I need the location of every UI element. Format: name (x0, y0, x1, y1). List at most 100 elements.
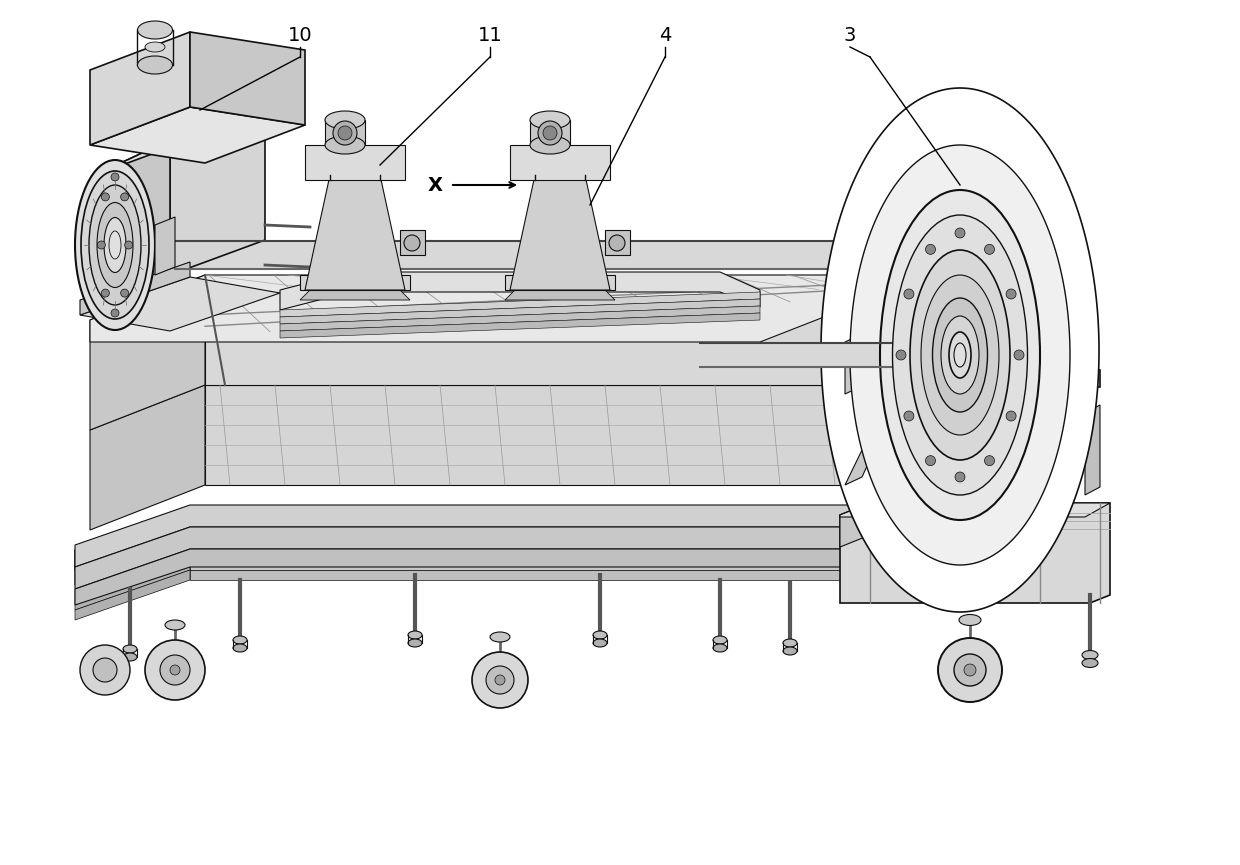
Ellipse shape (138, 21, 172, 39)
Polygon shape (74, 570, 190, 620)
Polygon shape (861, 325, 880, 387)
Polygon shape (81, 262, 190, 315)
Circle shape (1006, 411, 1016, 421)
Text: 3: 3 (843, 26, 856, 45)
Polygon shape (305, 145, 405, 180)
Polygon shape (170, 105, 265, 275)
Circle shape (98, 241, 105, 249)
Ellipse shape (529, 136, 570, 154)
Polygon shape (401, 230, 425, 255)
Circle shape (543, 126, 557, 140)
Text: 11: 11 (477, 26, 502, 45)
Ellipse shape (593, 631, 608, 639)
Ellipse shape (932, 298, 987, 412)
Polygon shape (701, 343, 930, 367)
Ellipse shape (104, 217, 126, 272)
Circle shape (102, 289, 109, 297)
Ellipse shape (910, 250, 1011, 460)
Polygon shape (510, 175, 610, 290)
Circle shape (538, 121, 562, 145)
Polygon shape (95, 105, 265, 175)
Ellipse shape (893, 215, 1028, 495)
Polygon shape (81, 277, 280, 331)
Ellipse shape (713, 644, 727, 652)
Polygon shape (91, 275, 875, 342)
Circle shape (125, 241, 133, 249)
Polygon shape (844, 405, 895, 485)
Polygon shape (529, 120, 570, 145)
Ellipse shape (123, 653, 136, 661)
Circle shape (495, 675, 505, 685)
Circle shape (170, 665, 180, 675)
Ellipse shape (97, 202, 133, 287)
Ellipse shape (81, 171, 149, 319)
Polygon shape (91, 32, 190, 145)
Ellipse shape (1083, 658, 1097, 668)
Polygon shape (74, 527, 875, 589)
Ellipse shape (408, 631, 422, 639)
Ellipse shape (782, 639, 797, 647)
Circle shape (145, 640, 205, 700)
Polygon shape (844, 377, 870, 485)
Polygon shape (839, 503, 1110, 517)
Polygon shape (74, 560, 190, 610)
Text: X: X (428, 176, 443, 195)
Ellipse shape (959, 614, 981, 625)
Circle shape (955, 228, 965, 238)
Ellipse shape (949, 332, 971, 378)
Polygon shape (505, 290, 615, 300)
Polygon shape (190, 560, 856, 570)
Polygon shape (839, 503, 870, 547)
Ellipse shape (782, 647, 797, 655)
Ellipse shape (490, 632, 510, 642)
Ellipse shape (325, 111, 365, 129)
Circle shape (472, 652, 528, 708)
Polygon shape (74, 550, 190, 600)
Circle shape (897, 350, 906, 360)
Polygon shape (190, 550, 856, 560)
Polygon shape (280, 299, 760, 324)
Polygon shape (300, 275, 410, 290)
Circle shape (937, 638, 1002, 702)
Ellipse shape (233, 644, 247, 652)
Polygon shape (205, 385, 856, 485)
Polygon shape (844, 370, 1100, 394)
Ellipse shape (145, 42, 165, 52)
Circle shape (334, 121, 357, 145)
Ellipse shape (233, 636, 247, 644)
Circle shape (102, 193, 109, 201)
Circle shape (339, 126, 352, 140)
Ellipse shape (408, 639, 422, 647)
Polygon shape (305, 175, 405, 290)
Ellipse shape (880, 190, 1040, 520)
Polygon shape (74, 549, 875, 605)
Polygon shape (510, 145, 610, 180)
Circle shape (1014, 350, 1024, 360)
Polygon shape (91, 107, 305, 163)
Polygon shape (91, 385, 205, 530)
Ellipse shape (954, 343, 966, 367)
Circle shape (985, 244, 994, 254)
Ellipse shape (89, 185, 141, 305)
Ellipse shape (138, 56, 172, 74)
Circle shape (1006, 289, 1016, 299)
Polygon shape (190, 510, 856, 545)
Polygon shape (280, 292, 760, 317)
Ellipse shape (325, 136, 365, 154)
Circle shape (120, 289, 129, 297)
Circle shape (954, 654, 986, 686)
Circle shape (120, 193, 129, 201)
Circle shape (93, 658, 117, 682)
Circle shape (112, 309, 119, 317)
Polygon shape (849, 145, 1070, 565)
Circle shape (904, 289, 914, 299)
Ellipse shape (1083, 650, 1097, 659)
Polygon shape (280, 272, 760, 310)
Circle shape (985, 456, 994, 465)
Circle shape (904, 411, 914, 421)
Polygon shape (1085, 405, 1100, 495)
Circle shape (925, 244, 935, 254)
Circle shape (963, 664, 976, 676)
Polygon shape (74, 510, 875, 570)
Ellipse shape (123, 645, 136, 653)
